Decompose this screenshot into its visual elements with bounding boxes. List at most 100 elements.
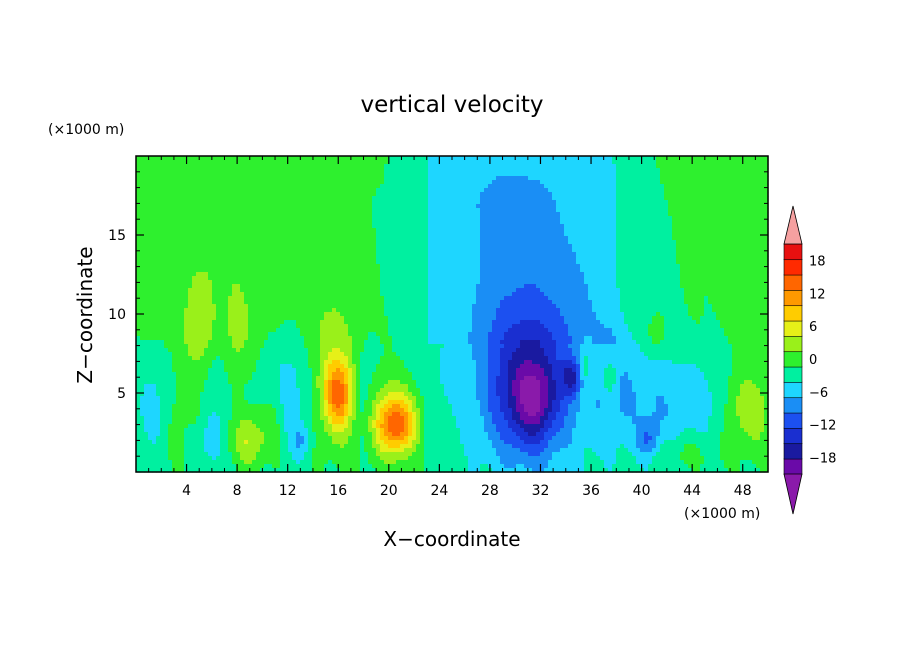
heat-cell	[164, 208, 169, 213]
heat-cell	[488, 260, 493, 265]
heat-cell	[612, 264, 617, 269]
heat-cell	[296, 224, 301, 229]
heat-cell	[660, 156, 665, 161]
heat-cell	[760, 232, 765, 237]
heat-cell	[744, 164, 749, 169]
heat-cell	[388, 216, 393, 221]
heat-cell	[524, 160, 529, 165]
heat-cell	[688, 244, 693, 249]
heat-cell	[324, 260, 329, 265]
heat-cell	[612, 172, 617, 177]
heat-cell	[488, 272, 493, 277]
heat-cell	[308, 188, 313, 193]
heat-cell	[180, 204, 185, 209]
heat-cell	[408, 236, 413, 241]
heat-cell	[164, 240, 169, 245]
heat-cell	[684, 208, 689, 213]
heat-cell	[260, 228, 265, 233]
heat-cell	[492, 160, 497, 165]
heat-cell	[496, 208, 501, 213]
heat-cell	[136, 240, 141, 245]
heat-cell	[716, 256, 721, 261]
heat-cell	[404, 172, 409, 177]
heat-cell	[636, 200, 641, 205]
heat-cell	[528, 268, 533, 273]
heat-cell	[276, 248, 281, 253]
heat-cell	[276, 176, 281, 181]
heat-cell	[464, 212, 469, 217]
heat-cell	[740, 196, 745, 201]
heat-cell	[284, 168, 289, 173]
heat-cell	[344, 160, 349, 165]
heat-cell	[716, 240, 721, 245]
heat-cell	[392, 248, 397, 253]
heat-cell	[592, 220, 597, 225]
heat-cell	[688, 252, 693, 257]
heat-cell	[316, 260, 321, 265]
heat-cell	[448, 240, 453, 245]
heat-cell	[708, 248, 713, 253]
heat-cell	[196, 164, 201, 169]
heat-cell	[316, 280, 321, 285]
heat-cell	[708, 188, 713, 193]
heat-cell	[404, 184, 409, 189]
heat-cell	[736, 244, 741, 249]
heat-cell	[740, 180, 745, 185]
heat-cell	[664, 192, 669, 197]
heat-cell	[660, 244, 665, 249]
heat-cell	[204, 252, 209, 257]
heat-cell	[372, 272, 377, 277]
heat-cell	[708, 196, 713, 201]
heat-cell	[260, 244, 265, 249]
heat-cell	[664, 216, 669, 221]
heat-cell	[268, 192, 273, 197]
heat-cell	[484, 200, 489, 205]
heat-cell	[644, 180, 649, 185]
heat-cell	[496, 248, 501, 253]
heat-cell	[360, 208, 365, 213]
heat-cell	[192, 256, 197, 261]
heat-cell	[216, 248, 221, 253]
heat-cell	[516, 196, 521, 201]
heat-cell	[692, 192, 697, 197]
heat-cell	[548, 236, 553, 241]
heat-cell	[460, 204, 465, 209]
heat-cell	[200, 164, 205, 169]
heat-cell	[664, 208, 669, 213]
heat-cell	[624, 272, 629, 277]
heat-cell	[644, 232, 649, 237]
heat-cell	[252, 244, 257, 249]
heat-cell	[552, 236, 557, 241]
heat-cell	[352, 168, 357, 173]
heat-cell	[380, 240, 385, 245]
heat-cell	[700, 164, 705, 169]
heat-cell	[640, 260, 645, 265]
heat-cell	[636, 268, 641, 273]
heat-cell	[736, 260, 741, 265]
heat-cell	[212, 260, 217, 265]
heat-cell	[188, 208, 193, 213]
heat-cell	[292, 256, 297, 261]
heat-cell	[372, 212, 377, 217]
heat-cell	[220, 268, 225, 273]
heat-cell	[356, 240, 361, 245]
heat-cell	[240, 208, 245, 213]
heat-cell	[348, 232, 353, 237]
heat-cell	[260, 168, 265, 173]
heat-cell	[404, 264, 409, 269]
heat-cell	[376, 172, 381, 177]
heat-cell	[136, 268, 141, 273]
heat-cell	[320, 276, 325, 281]
heat-cell	[212, 228, 217, 233]
heat-cell	[432, 164, 437, 169]
heat-cell	[672, 208, 677, 213]
heat-cell	[492, 228, 497, 233]
heat-cell	[476, 160, 481, 165]
heat-cell	[136, 272, 141, 277]
heat-cell	[168, 252, 173, 257]
heat-cell	[632, 244, 637, 249]
heat-cell	[236, 188, 241, 193]
heat-cell	[260, 164, 265, 169]
heat-cell	[168, 280, 173, 285]
heat-cell	[180, 192, 185, 197]
